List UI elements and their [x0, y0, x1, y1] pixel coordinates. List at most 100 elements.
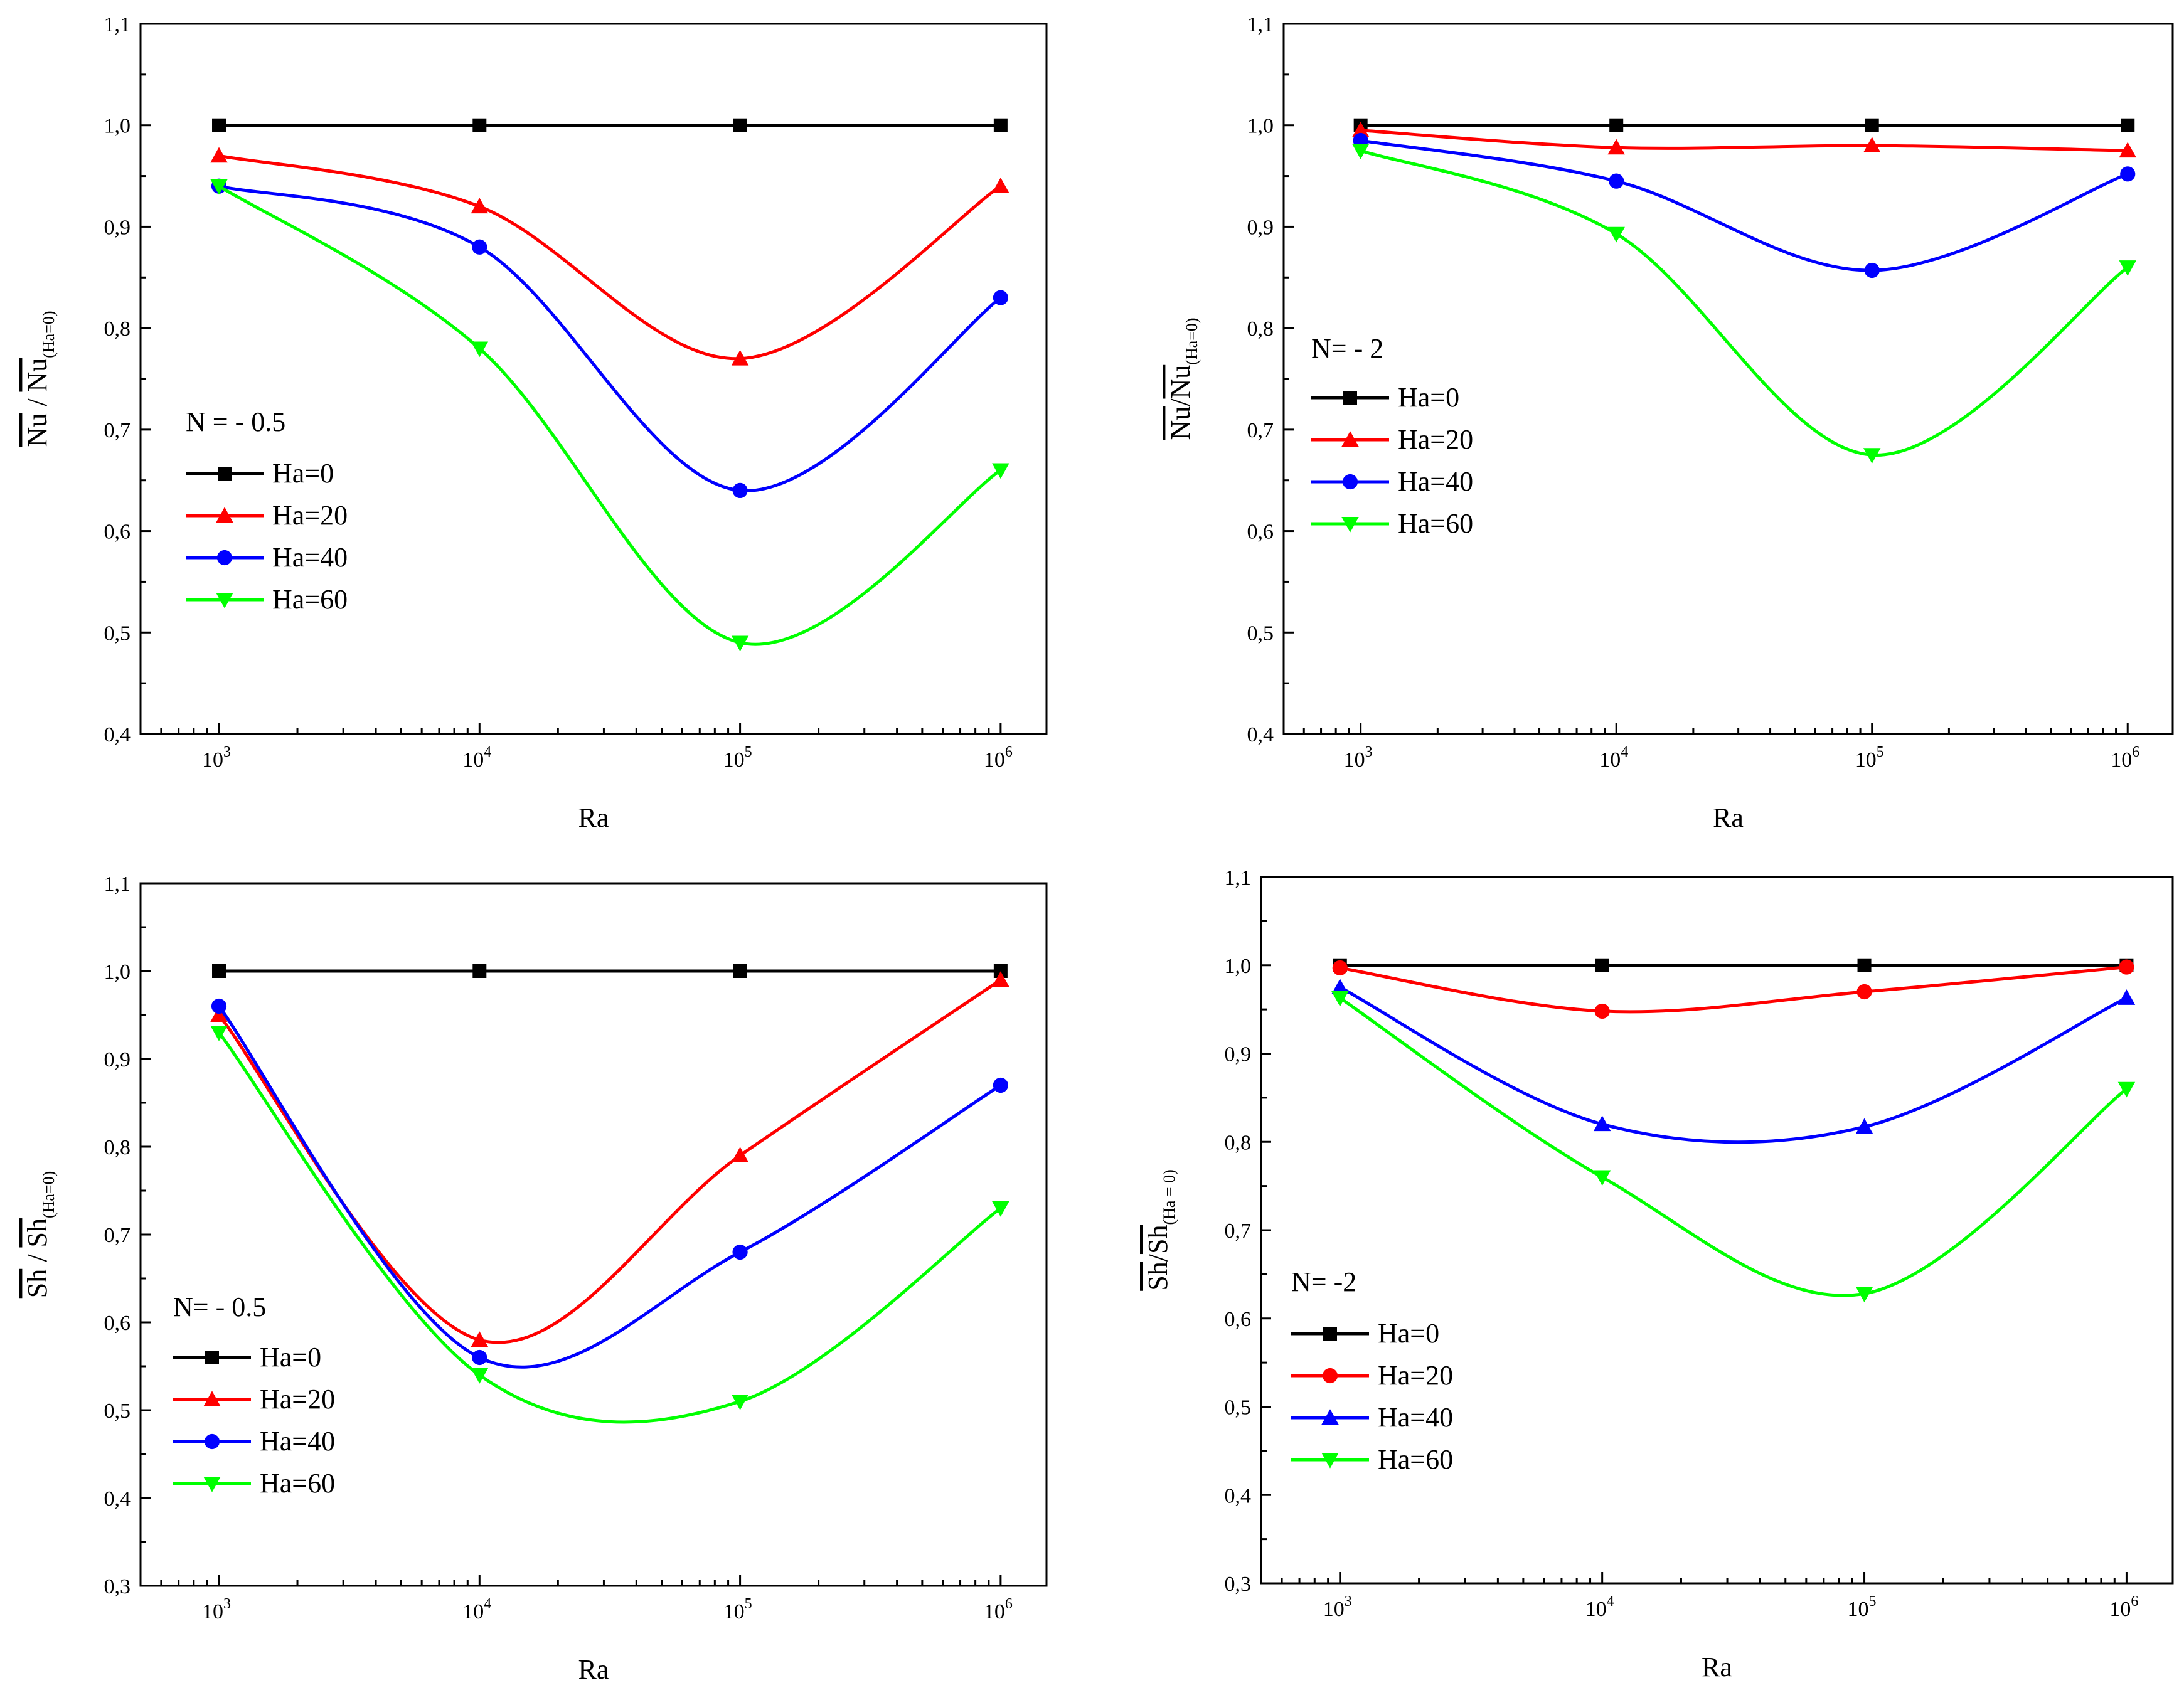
- legend-title: N= - 2: [1311, 333, 1383, 364]
- data-point-ha-40: [472, 239, 487, 255]
- y-tick-label: 0,4: [1247, 723, 1274, 746]
- data-point-ha-40: [211, 998, 227, 1014]
- chart-panel-c: 0,3 0,4 0,5 0,6 0,7 0,8 0,9 1,0 1,1 103 104 105 106 R…: [22, 873, 1048, 1685]
- data-point-ha-40: [472, 1349, 487, 1366]
- y-axis-title: Sh / Sh(Ha=0): [22, 1171, 58, 1299]
- y-axis-title: Nu/Nu(Ha=0): [1165, 317, 1201, 440]
- y-tick-label: 0,9: [104, 216, 131, 239]
- legend-label: Ha=0: [272, 458, 334, 489]
- x-tick-label: 104: [1585, 1593, 1614, 1621]
- legend-label: Ha=0: [1378, 1318, 1439, 1349]
- x-axis-title: Ra: [1702, 1652, 1732, 1682]
- y-tick-label: 1,1: [1247, 13, 1274, 36]
- y-tick-label: 1,1: [104, 873, 131, 896]
- legend-marker: [216, 593, 233, 608]
- data-point-ha-60: [2117, 1081, 2136, 1098]
- legend-marker: [205, 1351, 219, 1364]
- legend-label: Ha=40: [272, 542, 348, 573]
- y-tick-label: 0,3: [104, 1575, 131, 1598]
- chart-panel-d: 0,3 0,4 0,5 0,6 0,7 0,8 0,9 1,0 1,1 103 104 105 106 R…: [1143, 866, 2174, 1682]
- legend-marker: [1342, 474, 1358, 490]
- x-tick-label: 103: [1344, 744, 1373, 772]
- y-tick-label: 0,5: [104, 622, 131, 645]
- data-point-ha-0: [212, 118, 226, 132]
- data-point-ha-40: [1864, 262, 1880, 279]
- data-point-ha-0: [1865, 118, 1879, 132]
- data-point-ha-60: [471, 341, 489, 358]
- data-point-ha-40: [993, 290, 1008, 305]
- data-point-ha-40: [993, 1077, 1008, 1093]
- y-tick-label: 0,5: [1225, 1396, 1252, 1420]
- data-point-ha-60: [992, 463, 1009, 479]
- data-point-ha-40: [732, 1244, 748, 1260]
- y-tick-label: 0,9: [1247, 216, 1274, 239]
- data-point-ha-40: [2120, 166, 2136, 182]
- y-tick-label: 1,1: [104, 13, 131, 36]
- legend-marker: [218, 467, 232, 481]
- data-point-ha-60: [210, 179, 228, 195]
- data-point-ha-20: [1332, 960, 1348, 976]
- y-tick-label: 0,5: [1247, 622, 1274, 645]
- legend-marker: [204, 1433, 220, 1450]
- y-tick-label: 0,8: [1225, 1131, 1252, 1154]
- x-tick-label: 105: [1855, 744, 1884, 772]
- series-line-ha-40: [217, 1005, 1002, 1369]
- data-point-ha-20: [992, 971, 1009, 987]
- plot-frame: [1282, 23, 2174, 735]
- legend-label: Ha=60: [260, 1468, 335, 1499]
- data-point-ha-20: [471, 198, 489, 214]
- y-tick-label: 0,3: [1225, 1573, 1252, 1596]
- y-tick-label: 0,4: [1225, 1484, 1252, 1507]
- series-line-ha-20: [1340, 965, 2127, 1014]
- legend-label: Ha=0: [260, 1342, 321, 1373]
- y-tick-label: 1,1: [1225, 866, 1252, 890]
- series-line-ha-60: [218, 184, 1002, 646]
- data-point-ha-20: [1607, 139, 1625, 155]
- legend-marker: [1341, 517, 1359, 533]
- data-point-ha-20: [210, 147, 228, 163]
- data-point-ha-20: [471, 1331, 489, 1347]
- data-point-ha-60: [1351, 144, 1370, 159]
- data-point-ha-0: [2121, 118, 2135, 132]
- data-point-ha-60: [1855, 1287, 1873, 1303]
- x-tick-label: 104: [462, 744, 491, 772]
- data-point-ha-40: [1593, 1115, 1611, 1132]
- data-point-ha-0: [212, 964, 226, 978]
- data-point-ha-20: [731, 1147, 749, 1162]
- y-tick-label: 0,5: [104, 1400, 131, 1423]
- x-tick-label: 104: [1599, 744, 1628, 772]
- y-tick-label: 1,0: [104, 960, 131, 984]
- x-tick-label: 104: [462, 1596, 491, 1623]
- legend-title: N= - 0.5: [173, 1292, 266, 1322]
- y-axis-title: Nu / Nu(Ha=0): [22, 311, 58, 447]
- x-tick-label: 103: [202, 1596, 231, 1623]
- legend-title: N= -2: [1291, 1267, 1356, 1297]
- data-point-ha-0: [1609, 118, 1624, 132]
- y-tick-label: 0,7: [1225, 1219, 1252, 1243]
- legend-marker: [203, 1391, 221, 1406]
- y-tick-label: 0,6: [104, 1312, 131, 1335]
- x-axis-title: Ra: [578, 1654, 609, 1685]
- data-point-ha-20: [1863, 137, 1881, 153]
- data-point-ha-0: [1595, 958, 1609, 972]
- data-point-ha-60: [1331, 991, 1349, 1007]
- data-point-ha-20: [2119, 142, 2136, 158]
- legend-marker: [1322, 1368, 1338, 1384]
- legend-marker: [1323, 1327, 1337, 1341]
- y-tick-label: 0,4: [104, 723, 131, 746]
- data-point-ha-60: [731, 1395, 749, 1410]
- data-point-ha-60: [1593, 1170, 1611, 1186]
- legend-label: Ha=60: [272, 584, 348, 615]
- y-tick-label: 1,0: [1225, 955, 1252, 978]
- x-tick-label: 105: [1848, 1593, 1877, 1621]
- series-line-ha-60: [1360, 149, 2129, 457]
- data-point-ha-20: [1594, 1003, 1610, 1019]
- legend-label: Ha=60: [1378, 1444, 1453, 1475]
- data-point-ha-60: [1863, 448, 1881, 464]
- x-tick-label: 106: [984, 1596, 1013, 1623]
- y-tick-label: 0,7: [1247, 419, 1274, 442]
- chart-panel-a: 0,4 0,5 0,6 0,7 0,8 0,9 1,0 1,1 103 104 105 106 Ra Nu…: [22, 13, 1048, 833]
- y-tick-label: 0,6: [1225, 1308, 1252, 1331]
- y-tick-label: 0,8: [104, 317, 131, 341]
